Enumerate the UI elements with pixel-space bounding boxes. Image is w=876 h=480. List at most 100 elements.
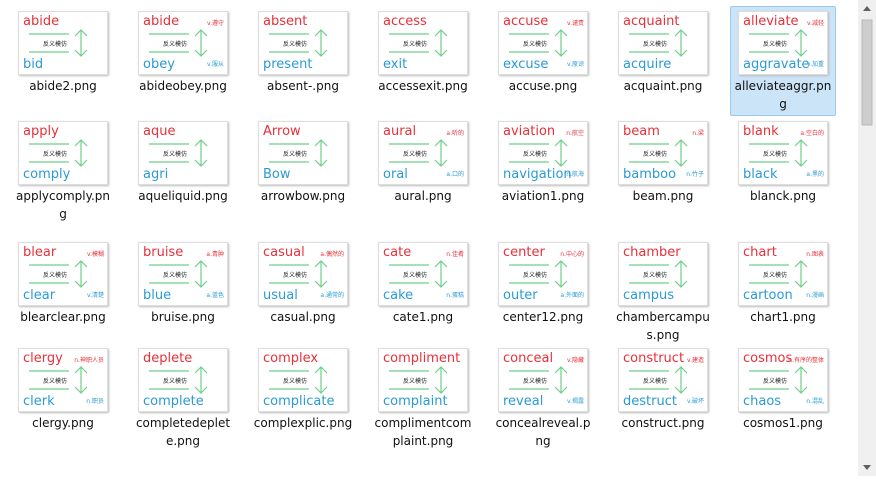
file-name: casual.png — [270, 310, 336, 324]
thumb-note-top: n.航空 — [566, 130, 584, 137]
thumb-note-bottom: v.加重 — [807, 61, 824, 68]
thumb-word-top: bruise — [143, 245, 184, 260]
thumbnail: casual usual 反义模仿 a.偶然的 a.通常的 — [258, 242, 348, 306]
thumb-word-top: complex — [263, 351, 319, 366]
thumbnail: cate cake 反义模仿 n.佳肴 n.蛋糕 — [378, 242, 468, 306]
thumb-note-bottom: v.服从 — [207, 61, 224, 68]
thumb-word-bottom: bamboo — [623, 167, 677, 182]
file-item[interactable]: cate cake 反义模仿 n.佳肴 n.蛋糕 cate1.png — [370, 237, 476, 329]
thumb-word-top: accuse — [503, 14, 549, 29]
file-item[interactable]: deplete complete 反义模仿 completedeplete.png — [130, 343, 236, 453]
thumb-note-bottom: a.外面的 — [560, 292, 584, 299]
thumbnail: blear clear 反义模仿 v.模糊 v.清楚 — [18, 242, 108, 306]
thumb-word-top: chart — [743, 245, 777, 260]
file-item[interactable]: abide bid 反义模仿 abide2.png — [10, 6, 116, 98]
thumb-note-top: a.偶然的 — [320, 251, 344, 258]
file-name: accessexit.png — [378, 79, 468, 93]
file-name: center12.png — [502, 310, 584, 324]
thumb-label: 反义模仿 — [43, 378, 68, 385]
thumb-label: 反义模仿 — [163, 151, 188, 158]
file-item[interactable]: acquaint acquire 反义模仿 acquaint.png — [610, 6, 716, 98]
file-item[interactable]: apply comply 反义模仿 applycomply.png — [10, 116, 116, 226]
file-name: accuse.png — [508, 79, 578, 93]
thumbnail: center outer 反义模仿 n.中心的 a.外面的 — [498, 242, 588, 306]
thumb-word-bottom: bid — [23, 57, 44, 72]
thumb-arrows — [149, 29, 208, 57]
thumb-label: 反义模仿 — [403, 272, 428, 279]
file-item[interactable]: center outer 反义模仿 n.中心的 a.外面的 center12.png — [490, 237, 596, 329]
thumb-word-top: apply — [23, 124, 59, 139]
thumb-word-bottom: present — [263, 57, 313, 72]
thumb-arrows — [509, 366, 568, 394]
thumb-arrows — [389, 139, 448, 167]
thumb-word-bottom: exit — [383, 57, 408, 72]
file-item[interactable]: beam bamboo 反义模仿 n.梁 n.竹子 beam.png — [610, 116, 716, 208]
thumb-note-bottom: a.蓝色 — [206, 292, 224, 299]
thumb-arrows — [269, 366, 328, 394]
file-item[interactable]: aural oral 反义模仿 a.听的 a.口的 aural.png — [370, 116, 476, 208]
thumb-arrows — [509, 29, 568, 57]
file-item[interactable]: compliment complaint 反义模仿 complimentcomplai… — [370, 343, 476, 453]
file-item[interactable]: access exit 反义模仿 accessexit.png — [370, 6, 476, 98]
thumb-note-top: n.梁 — [692, 130, 704, 137]
thumb-arrows — [29, 29, 88, 57]
thumb-arrows — [29, 366, 88, 394]
file-item[interactable]: aviation navigation 反义模仿 n.航空 n.航海 aviation1.… — [490, 116, 596, 208]
file-item[interactable]: construct destruct 反义模仿 v.建造 v.破坏 construct.p… — [610, 343, 716, 435]
file-name: chambercampus.png — [616, 310, 710, 342]
thumb-word-top: abide — [23, 14, 60, 29]
thumb-word-top: center — [503, 245, 545, 260]
file-item[interactable]: abide obey 反义模仿 v.遵守 v.服从 abideobey.png — [130, 6, 236, 98]
thumb-word-top: acquaint — [623, 14, 680, 29]
thumb-label: 反义模仿 — [763, 151, 788, 158]
file-name: acquaint.png — [623, 79, 703, 93]
thumb-word-top: aque — [143, 124, 176, 139]
file-item[interactable]: accuse excuse 反义模仿 v.谴责 v.原谅 accuse.png — [490, 6, 596, 98]
thumb-word-top: casual — [263, 245, 305, 260]
file-item[interactable]: blear clear 反义模仿 v.模糊 v.清楚 blearclear.png — [10, 237, 116, 329]
thumb-label: 反义模仿 — [283, 272, 308, 279]
file-name: aqueliquid.png — [138, 189, 228, 203]
file-item[interactable]: chamber campus 反义模仿 chambercampus.png — [610, 237, 716, 347]
file-item[interactable]: Arrow Bow 反义模仿 arrowbow.png — [250, 116, 356, 208]
thumbnail: access exit 反义模仿 — [378, 11, 468, 75]
scrollbar[interactable] — [858, 0, 876, 476]
file-item[interactable]: aque agri 反义模仿 aqueliquid.png — [130, 116, 236, 208]
file-name: beam.png — [632, 189, 694, 203]
thumb-note-top: v.减轻 — [807, 20, 824, 27]
thumb-word-bottom: complaint — [383, 394, 448, 409]
thumb-note-top: a.青肿 — [206, 251, 224, 258]
thumb-note-bottom: v.破坏 — [687, 398, 704, 405]
file-item[interactable]: casual usual 反义模仿 a.偶然的 a.通常的 casual.png — [250, 237, 356, 329]
thumb-note-bottom: n.竹子 — [686, 171, 704, 178]
thumbnail: construct destruct 反义模仿 v.建造 v.破坏 — [618, 348, 708, 412]
thumb-arrows — [749, 139, 808, 167]
thumb-label: 反义模仿 — [43, 41, 68, 48]
thumb-note-top: v.建造 — [687, 357, 704, 364]
file-item[interactable]: conceal reveal 反义模仿 v.隐藏 v.揭露 concealreveal.p… — [490, 343, 596, 453]
file-item[interactable]: blank black 反义模仿 a.空白的 a.黑的 blanck.png — [730, 116, 836, 208]
file-item[interactable]: alleviate aggravate 反义模仿 v.减轻 v.加重 alleviatea… — [730, 6, 836, 116]
thumb-arrows — [509, 260, 568, 288]
thumbnail: clergy clerk 反义模仿 n.神职人员 n.职员 — [18, 348, 108, 412]
file-item[interactable]: clergy clerk 反义模仿 n.神职人员 n.职员 clergy.png — [10, 343, 116, 435]
scroll-thumb — [861, 19, 873, 126]
thumbnail: bruise blue 反义模仿 a.青肿 a.蓝色 — [138, 242, 228, 306]
file-name: blearclear.png — [20, 310, 106, 324]
file-item[interactable]: absent present 反义模仿 absent-.png — [250, 6, 356, 98]
scroll-down-arrow — [863, 465, 871, 470]
thumbnail: complex complicate 反义模仿 — [258, 348, 348, 412]
file-item[interactable]: complex complicate 反义模仿 complexplic.png — [250, 343, 356, 435]
thumb-label: 反义模仿 — [643, 41, 668, 48]
file-item[interactable]: cosmos chaos 反义模仿 n.有序的整体 n.混乱 cosmos1.png — [730, 343, 836, 435]
file-name: chart1.png — [750, 310, 816, 324]
thumb-label: 反义模仿 — [403, 151, 428, 158]
file-item[interactable]: chart cartoon 反义模仿 n.图表 n.漫画 chart1.png — [730, 237, 836, 329]
thumb-note-bottom: n.职员 — [86, 398, 104, 405]
thumb-note-top: v.谴责 — [567, 20, 584, 27]
file-item[interactable]: bruise blue 反义模仿 a.青肿 a.蓝色 bruise.png — [130, 237, 236, 329]
thumb-note-top: a.听的 — [446, 130, 464, 137]
thumb-label: 反义模仿 — [643, 272, 668, 279]
thumb-label: 反义模仿 — [643, 378, 668, 385]
thumb-word-top: alleviate — [743, 14, 799, 29]
